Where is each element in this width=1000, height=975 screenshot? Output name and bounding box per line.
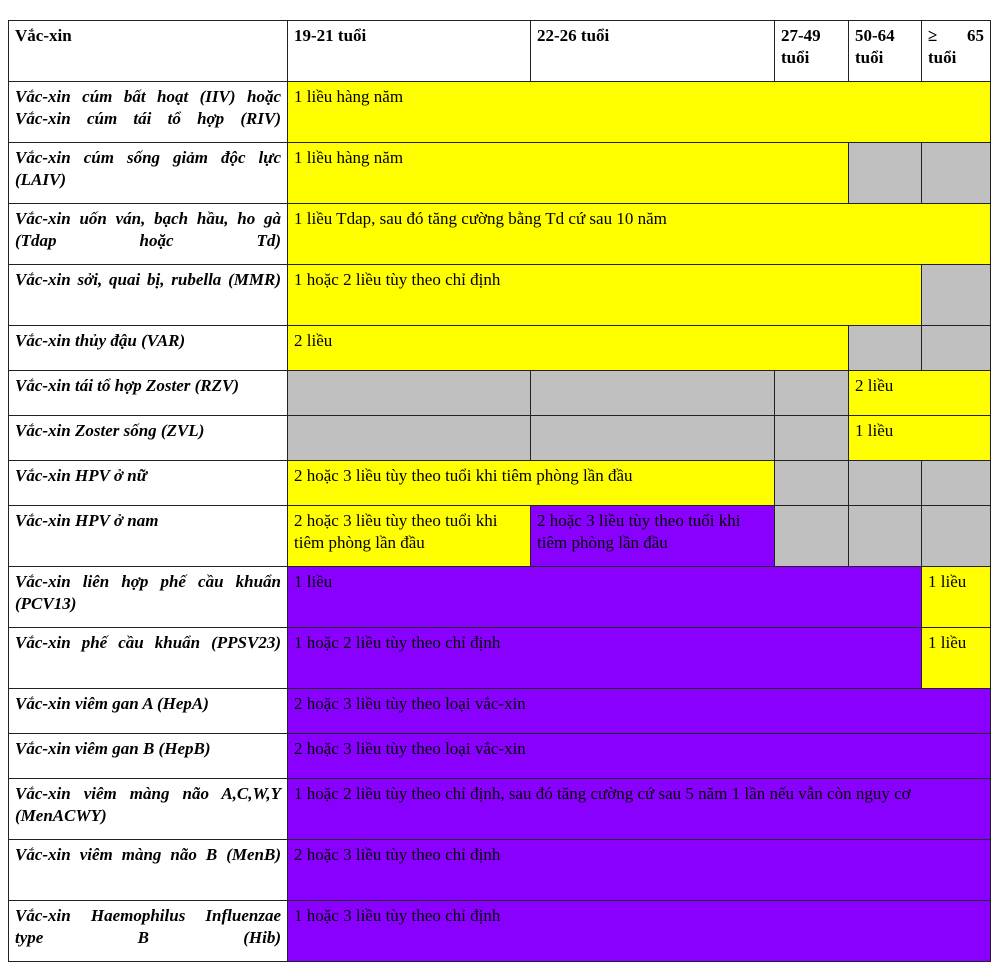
table-row: Vắc-xin tái tổ hợp Zoster (RZV) 2 liều [8,370,991,416]
table-row: Vắc-xin phế cầu khuẩn (PPSV23) 1 hoặc 2 l… [8,627,991,689]
schedule-cell [774,505,849,567]
table-row: Vắc-xin cúm bất hoạt (IIV) hoặc Vắc-xin … [8,81,991,143]
table-row: Vắc-xin cúm sống giảm độc lực (LAIV) 1 li… [8,142,991,204]
schedule-cell: 2 hoặc 3 liều tùy theo loại vắc-xin [287,688,991,734]
schedule-cell [921,264,991,326]
schedule-cell: 2 hoặc 3 liều tùy theo tuổi khi tiêm phò… [530,505,775,567]
schedule-cell: 1 hoặc 3 liều tùy theo chỉ định [287,900,991,962]
schedule-cell [530,370,775,416]
schedule-cell: 1 liều Tdap, sau đó tăng cường bằng Td c… [287,203,991,265]
vaccine-name: Vắc-xin tái tổ hợp Zoster (RZV) [8,370,288,416]
header-row: Vắc-xin 19-21 tuổi 22-26 tuổi 27-49 tuổi 50-… [8,20,991,82]
vaccine-name: Vắc-xin thủy đậu (VAR) [8,325,288,371]
schedule-cell [530,415,775,461]
schedule-cell: 2 hoặc 3 liều tùy theo tuổi khi tiêm phò… [287,460,775,506]
table-row: Vắc-xin viêm màng não B (MenB) 2 hoặc 3 l… [8,839,991,901]
vaccine-name: Vắc-xin liên hợp phế cầu khuẩn (PCV13) [8,566,288,628]
table-row: Vắc-xin uốn ván, bạch hầu, ho gà (Tdap h… [8,203,991,265]
schedule-cell: 2 hoặc 3 liều tùy theo tuổi khi tiêm phò… [287,505,531,567]
schedule-cell [287,370,531,416]
table-row: Vắc-xin sởi, quai bị, rubella (MMR) 1 hoặ… [8,264,991,326]
column-header: 50-64 tuổi [848,20,922,82]
schedule-cell [848,142,922,204]
schedule-cell [774,415,849,461]
schedule-cell [848,325,922,371]
schedule-cell: 1 hoặc 2 liều tùy theo chỉ định, sau đó … [287,778,991,840]
schedule-cell: 1 liều hàng năm [287,81,991,143]
column-header: 22-26 tuổi [530,20,775,82]
schedule-cell [774,370,849,416]
schedule-cell: 2 liều [287,325,849,371]
schedule-cell [287,415,531,461]
schedule-cell [848,460,922,506]
schedule-cell: 1 hoặc 2 liều tùy theo chỉ định [287,627,922,689]
schedule-cell: 1 liều [287,566,922,628]
schedule-cell [921,460,991,506]
table-row: Vắc-xin Zoster sống (ZVL) 1 liều [8,415,991,461]
column-header: Vắc-xin [8,20,288,82]
column-header: 27-49 tuổi [774,20,849,82]
schedule-cell: 1 liều [848,415,991,461]
schedule-cell: 1 hoặc 2 liều tùy theo chỉ định [287,264,922,326]
vaccine-name: Vắc-xin Zoster sống (ZVL) [8,415,288,461]
schedule-cell: 2 hoặc 3 liều tùy theo loại vắc-xin [287,733,991,779]
schedule-cell [921,505,991,567]
vaccine-name: Vắc-xin viêm gan A (HepA) [8,688,288,734]
schedule-cell: 2 hoặc 3 liều tùy theo chỉ định [287,839,991,901]
vaccine-name: Vắc-xin viêm màng não A,C,W,Y (MenACWY) [8,778,288,840]
vaccine-name: Vắc-xin uốn ván, bạch hầu, ho gà (Tdap h… [8,203,288,265]
schedule-cell [921,325,991,371]
column-header: 19-21 tuổi [287,20,531,82]
table-row: Vắc-xin liên hợp phế cầu khuẩn (PCV13) 1 … [8,566,991,628]
vaccine-name: Vắc-xin HPV ở nam [8,505,288,567]
vaccine-name: Vắc-xin viêm gan B (HepB) [8,733,288,779]
table-row: Vắc-xin thủy đậu (VAR) 2 liều [8,325,991,371]
schedule-cell [921,142,991,204]
schedule-cell [774,460,849,506]
vaccine-schedule-table: Vắc-xin 19-21 tuổi 22-26 tuổi 27-49 tuổi 50-… [8,20,991,962]
table-row: Vắc-xin HPV ở nữ 2 hoặc 3 liều tùy theo t… [8,460,991,506]
table-row: Vắc-xin HPV ở nam 2 hoặc 3 liều tùy theo … [8,505,991,567]
vaccine-name: Vắc-xin Haemophilus Influenzae type B (H… [8,900,288,962]
schedule-cell: 1 liều [921,627,991,689]
vaccine-name: Vắc-xin sởi, quai bị, rubella (MMR) [8,264,288,326]
table-row: Vắc-xin viêm màng não A,C,W,Y (MenACWY) 1… [8,778,991,840]
schedule-cell [848,505,922,567]
vaccine-name: Vắc-xin viêm màng não B (MenB) [8,839,288,901]
schedule-cell: 1 liều [921,566,991,628]
table-row: Vắc-xin Haemophilus Influenzae type B (H… [8,900,991,962]
vaccine-name: Vắc-xin HPV ở nữ [8,460,288,506]
schedule-cell: 2 liều [848,370,991,416]
vaccine-name: Vắc-xin cúm bất hoạt (IIV) hoặc Vắc-xin … [8,81,288,143]
vaccine-name: Vắc-xin cúm sống giảm độc lực (LAIV) [8,142,288,204]
column-header: ≥ 65 tuổi [921,20,991,82]
table-row: Vắc-xin viêm gan A (HepA) 2 hoặc 3 liều t… [8,688,991,734]
schedule-cell: 1 liều hàng năm [287,142,849,204]
vaccine-name: Vắc-xin phế cầu khuẩn (PPSV23) [8,627,288,689]
table-row: Vắc-xin viêm gan B (HepB) 2 hoặc 3 liều t… [8,733,991,779]
